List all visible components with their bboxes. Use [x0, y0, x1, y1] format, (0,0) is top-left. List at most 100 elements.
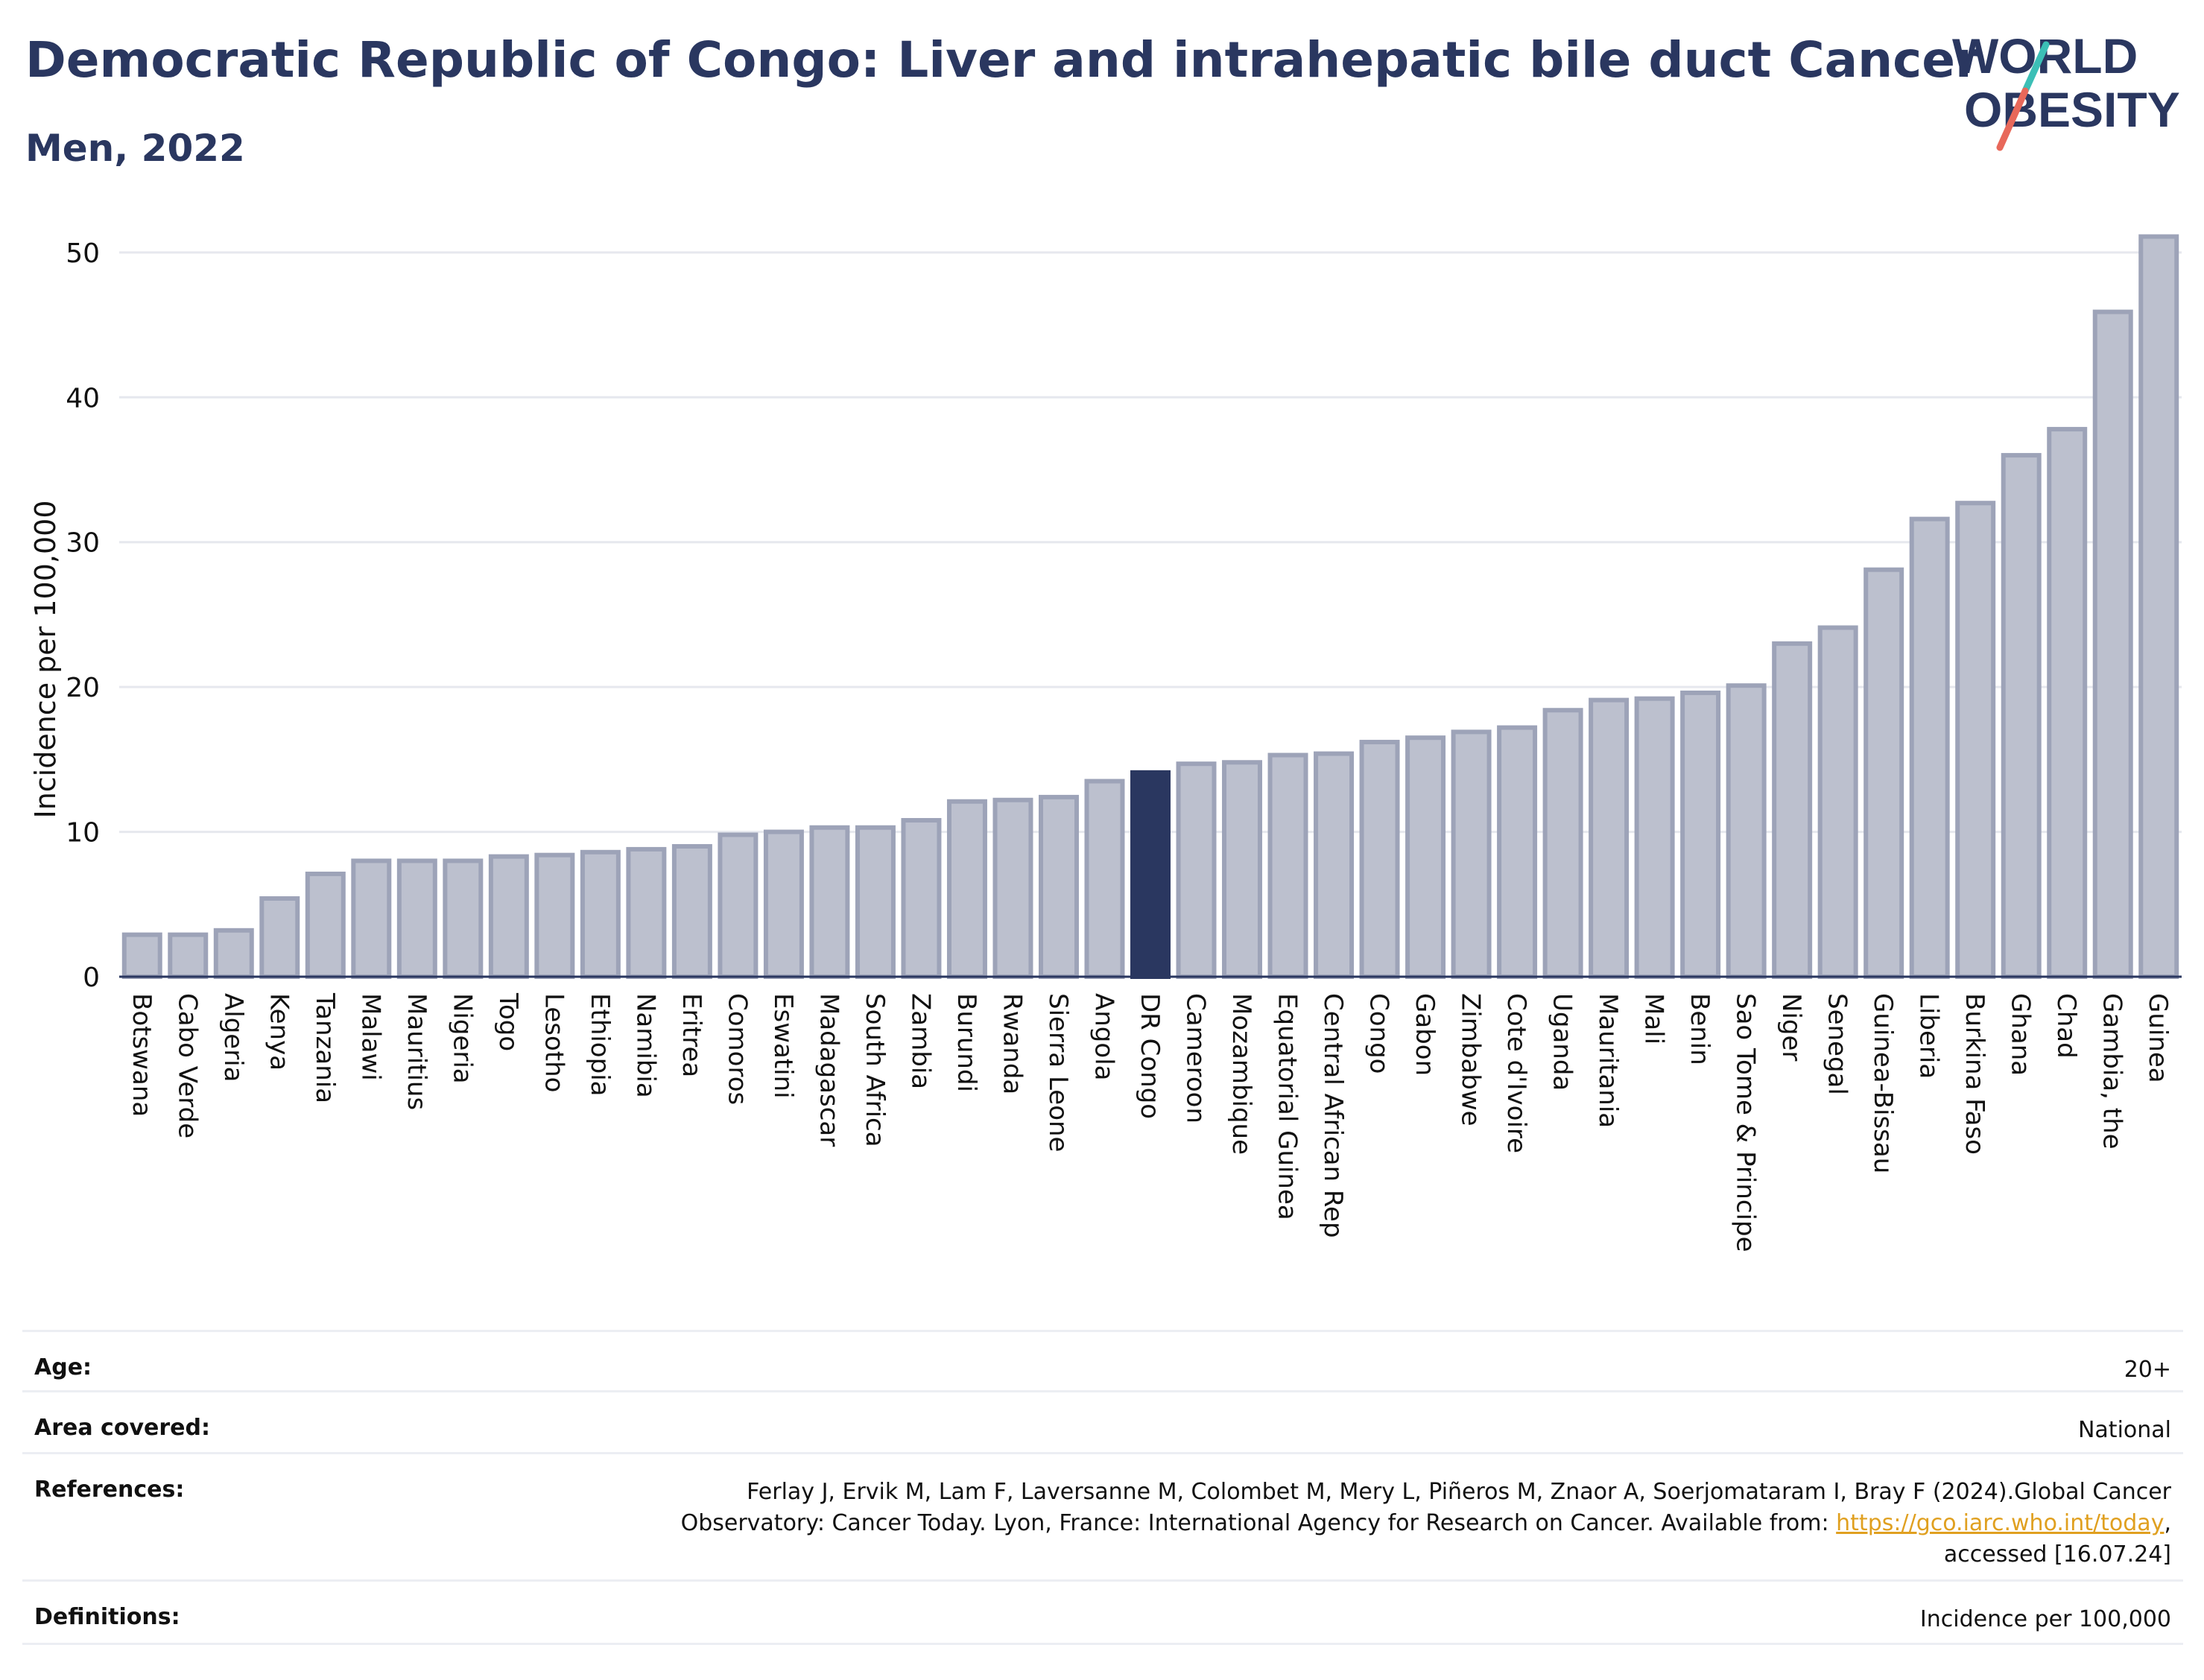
bar-cote-d-ivoire — [1497, 725, 1538, 979]
x-tick-label: Guinea — [2143, 993, 2173, 1083]
x-tick-label: Gabon — [1410, 993, 1440, 1076]
info-table-bottom-border — [22, 1643, 2183, 1645]
bar-malawi — [351, 858, 392, 980]
x-tick-label: Zambia — [905, 993, 935, 1089]
area-value: National — [2077, 1417, 2171, 1443]
area-label: Area covered: — [34, 1415, 210, 1441]
references-text-2: Observatory: Cancer Today. Lyon, France:… — [680, 1510, 1829, 1536]
bar-burundi — [946, 799, 987, 979]
references-link[interactable]: https://gco.iarc.who.int/today — [1836, 1510, 2165, 1536]
bar-chart: 0 10 20 30 40 50 Botswana Cabo Verde Algeria Keny… — [29, 234, 2182, 1252]
chart-title: Democratic Republic of Congo: Liver and … — [25, 31, 1980, 89]
info-row-definitions: Definitions: Incidence per 100,000 — [22, 1579, 2183, 1643]
x-tick-label: Ghana — [2006, 993, 2036, 1076]
bar-mali — [1634, 696, 1675, 979]
bar-mozambique — [1222, 760, 1263, 979]
bar-zambia — [901, 818, 942, 979]
y-tick-label: 40 — [66, 383, 100, 413]
bar-uganda — [1542, 708, 1583, 979]
bar-mauritania — [1589, 697, 1630, 979]
x-tick-label: Algeria — [218, 993, 248, 1082]
bar-kenya — [259, 896, 300, 979]
references-label: References: — [34, 1477, 185, 1503]
x-tick-label: Liberia — [1914, 993, 1944, 1079]
bars — [121, 234, 2179, 980]
logo-slash-bottom — [1996, 87, 2029, 151]
x-tick-label: Gambia, the — [2097, 993, 2127, 1150]
x-tick-label: Botswana — [127, 993, 156, 1117]
bar-ethiopia — [580, 849, 621, 979]
bar-gambia-the — [2092, 309, 2133, 979]
age-value: 20+ — [2124, 1357, 2171, 1383]
bar-niger — [1772, 641, 1813, 979]
bar-nigeria — [443, 858, 484, 980]
y-tick-label: 10 — [66, 818, 100, 849]
x-tick-label: Uganda — [1548, 993, 1577, 1091]
x-tick-label: Madagascar — [814, 993, 843, 1147]
bar-gabon — [1405, 735, 1446, 979]
bar-equatorial-guinea — [1267, 752, 1308, 980]
bar-mauritius — [396, 858, 437, 980]
x-tick-label: Togo — [493, 992, 523, 1051]
x-tick-label: Comoros — [722, 993, 752, 1105]
logo-slash-top — [2021, 41, 2050, 95]
x-tick-label: Zimbabwe — [1456, 993, 1486, 1126]
bar-rwanda — [992, 797, 1033, 979]
references-text-1: Ferlay J, Ervik M, Lam F, Laversanne M, … — [747, 1479, 2171, 1505]
x-tick-label: Angola — [1089, 993, 1118, 1080]
x-tick-label: Central African Rep — [1318, 993, 1348, 1238]
x-tick-label: Sierra Leone — [1043, 993, 1073, 1152]
chart-subtitle: Men, 2022 — [25, 127, 245, 170]
bar-burkina-faso — [1955, 501, 1996, 980]
x-tick-label: DR Congo — [1135, 993, 1165, 1119]
bar-ghana — [2001, 453, 2042, 980]
x-tick-label: Equatorial Guinea — [1273, 993, 1302, 1220]
bar-dr-congo — [1130, 770, 1171, 979]
bar-central-african-rep — [1314, 751, 1355, 979]
bar-togo — [488, 854, 529, 979]
x-tick-label: Chad — [2051, 993, 2081, 1059]
x-tick-label: Rwanda — [997, 993, 1027, 1094]
info-row-references: References: Ferlay J, Ervik M, Lam F, La… — [22, 1452, 2183, 1579]
x-tick-label: Lesotho — [539, 993, 569, 1092]
x-tick-label: Guinea-Bissau — [1868, 993, 1898, 1173]
bar-south-africa — [855, 825, 896, 979]
x-tick-label: Mauritius — [402, 993, 431, 1110]
x-tick-label: Burundi — [951, 993, 981, 1092]
bar-tanzania — [305, 871, 346, 979]
bar-botswana — [121, 932, 162, 979]
x-tick-label: Mozambique — [1226, 993, 1256, 1155]
bar-senegal — [1817, 625, 1858, 979]
x-tick-label: Mali — [1639, 993, 1669, 1045]
definitions-label: Definitions: — [34, 1604, 180, 1630]
x-tick-label: Mauritania — [1593, 993, 1623, 1128]
x-tick-label: Tanzania — [310, 992, 340, 1103]
y-tick-label: 50 — [66, 238, 100, 269]
tick-labels: 0 10 20 30 40 50 Botswana Cabo Verde Algeria Keny… — [66, 238, 2173, 1252]
references-value: Ferlay J, Ervik M, Lam F, Laversanne M, … — [680, 1479, 2171, 1568]
bar-madagascar — [809, 825, 850, 979]
bar-liberia — [1909, 516, 1950, 980]
bar-sao-tome-principe — [1726, 683, 1767, 979]
info-row-area: Area covered: National — [22, 1390, 2183, 1452]
x-tick-label: Congo — [1364, 993, 1394, 1074]
x-tick-label: Ethiopia — [585, 993, 615, 1096]
bar-guinea — [2138, 234, 2179, 980]
bar-algeria — [213, 928, 254, 979]
definitions-value: Incidence per 100,000 — [1919, 1606, 2171, 1632]
bar-angola — [1084, 779, 1125, 980]
bar-eritrea — [671, 844, 712, 979]
bar-comoros — [718, 832, 759, 980]
x-tick-label: Senegal — [1823, 993, 1852, 1095]
y-axis-label: Incidence per 100,000 — [29, 500, 62, 818]
x-tick-label: Nigeria — [447, 993, 477, 1084]
x-tick-label: Cote d'Ivoire — [1501, 993, 1531, 1153]
world-obesity-logo: WORLD OBESITY — [1952, 28, 2180, 151]
bar-cabo-verde — [168, 932, 209, 979]
x-tick-label: Benin — [1685, 993, 1714, 1065]
x-tick-label: Burkina Faso — [1960, 993, 1989, 1155]
bar-cameroon — [1176, 761, 1217, 979]
bar-lesotho — [534, 852, 575, 980]
logo-word-obesity: OBESITY — [1964, 82, 2180, 137]
x-tick-label: Eritrea — [677, 993, 706, 1077]
